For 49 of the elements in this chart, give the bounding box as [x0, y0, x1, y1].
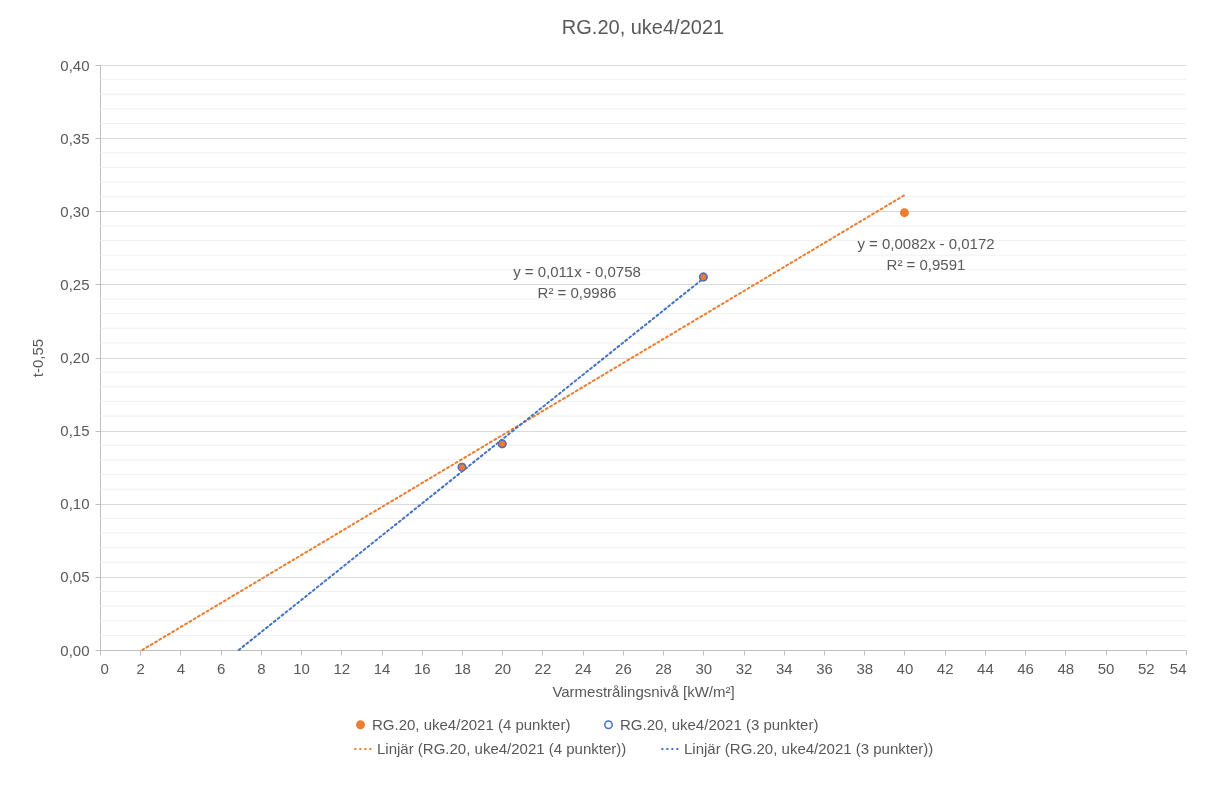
legend-label: RG.20, uke4/2021 (3 punkter): [620, 715, 819, 733]
x-tick-label: 34: [775, 659, 793, 677]
point: [899, 208, 909, 218]
x-tick-label: 52: [1137, 659, 1155, 677]
x-tick-label: 42: [936, 659, 954, 677]
x-tick-label: 54: [1169, 659, 1187, 677]
legend-label: RG.20, uke4/2021 (4 punkter): [372, 715, 571, 733]
x-tick-label: 30: [695, 659, 713, 677]
x-tick-label: 24: [574, 659, 592, 677]
x-tick-label: 28: [655, 659, 672, 677]
y-tick-label: 0,10: [60, 495, 90, 513]
x-tick-label: 10: [293, 659, 310, 677]
x-tick-label: 46: [1017, 659, 1034, 677]
y-tick-label: 0,30: [60, 202, 90, 220]
x-tick-label: 8: [257, 659, 266, 677]
y-tick-label: 0,15: [60, 422, 90, 440]
y-tick-label: 0,40: [60, 56, 90, 74]
x-tick-label: 6: [216, 659, 226, 677]
x-tick-label: 48: [1057, 659, 1075, 677]
x-tick-label: 16: [413, 659, 431, 677]
legend-label: Linjär (RG.20, uke4/2021 (4 punkter)): [377, 740, 627, 757]
x-tick-label: 18: [454, 659, 471, 677]
chart-title: RG.20, uke4/2021: [561, 16, 725, 38]
x-tick-label: 38: [856, 659, 874, 677]
x-tick-label: 12: [333, 659, 351, 677]
y-tick-label: 0,20: [60, 349, 90, 366]
x-tick-label: 0: [100, 659, 109, 677]
legend-label: Linjär (RG.20, uke4/2021 (3 punkter)): [684, 740, 934, 757]
annotation: R² = 0,9986: [537, 284, 617, 301]
annotation: y = 0,0082x - 0,0172: [857, 235, 995, 252]
x-tick-label: 36: [816, 659, 833, 677]
x-tick-label: 40: [896, 659, 914, 677]
x-tick-label: 14: [373, 659, 391, 677]
y-tick-label: 0,35: [60, 129, 90, 147]
x-tick-label: 22: [534, 659, 552, 677]
x-tick-label: 4: [176, 659, 186, 677]
y-tick-label: 0,05: [60, 568, 90, 586]
annotation: R² = 0,9591: [886, 256, 966, 273]
x-tick-label: 26: [615, 659, 632, 677]
x-tick-label: 32: [735, 659, 753, 677]
y-axis-title: t-0,55: [29, 338, 47, 378]
y-tick-label: 0,25: [60, 275, 90, 293]
y-tick-label: 0,00: [60, 641, 90, 659]
x-tick-label: 44: [977, 659, 994, 677]
x-tick-label: 50: [1097, 659, 1115, 677]
x-tick-label: 2: [136, 659, 145, 677]
x-axis-title: Varmestrålingsnivå [kW/m²]: [552, 682, 735, 700]
x-tick-label: 20: [494, 659, 512, 677]
annotation: y = 0,011x - 0,0758: [513, 263, 641, 280]
